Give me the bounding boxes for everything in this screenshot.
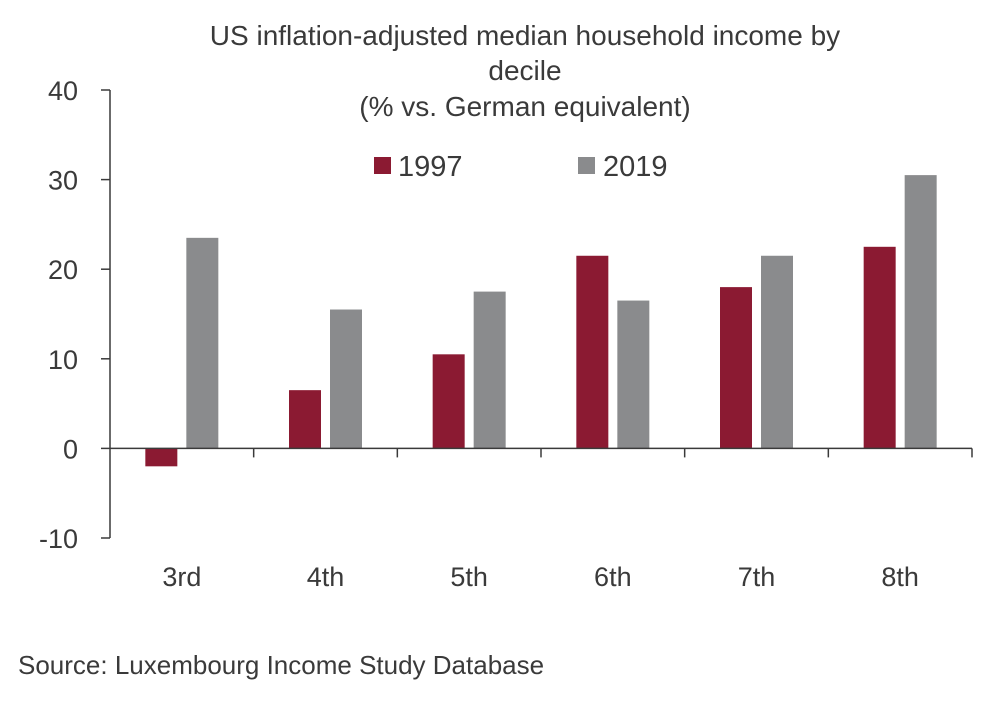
x-axis-ticks: 3rd 4th 5th 6th 7th 8th [162,448,973,592]
bar-2019-3rd [186,237,219,449]
y-tick-label: 40 [48,76,78,106]
bar-2019-6th [617,300,650,449]
y-tick-label: 20 [48,255,78,285]
legend-swatch-1997 [374,157,391,174]
x-tick-label-8th: 8th [881,562,919,592]
x-tick-label-4th: 4th [307,562,345,592]
y-tick-label: -10 [39,524,78,554]
y-tick-label: 0 [63,434,78,464]
bar-1997-8th [863,246,896,449]
axes [109,90,972,538]
chart-title-line-2: decile [488,55,561,86]
source-note: Source: Luxembourg Income Study Database [18,650,545,680]
bars [145,175,937,467]
chart-title: US inflation-adjusted median household i… [210,20,840,122]
legend-label-1997: 1997 [398,151,463,183]
bar-2019-4th [330,309,362,449]
bar-1997-4th [289,390,321,449]
bar-2019-5th [473,291,506,449]
x-tick-label-5th: 5th [450,562,488,592]
legend: 1997 2019 [374,151,668,183]
bar-1997-7th [720,287,752,449]
bar-2019-7th [761,255,793,449]
bar-2019-8th [904,175,937,449]
y-tick-label: 30 [48,166,78,196]
y-axis-ticks: 40 30 20 10 0 -10 [39,76,110,554]
x-tick-label-3rd: 3rd [162,562,201,592]
y-tick-label: 10 [48,345,78,375]
chart-title-line-3: (% vs. German equivalent) [359,91,690,122]
bar-1997-6th [576,255,609,449]
legend-swatch-2019 [578,157,595,174]
x-tick-label-6th: 6th [594,562,632,592]
legend-label-2019: 2019 [603,151,668,183]
chart-title-line-1: US inflation-adjusted median household i… [210,20,840,51]
bar-1997-5th [432,354,465,449]
bar-1997-3rd [145,448,178,467]
x-tick-label-7th: 7th [738,562,776,592]
